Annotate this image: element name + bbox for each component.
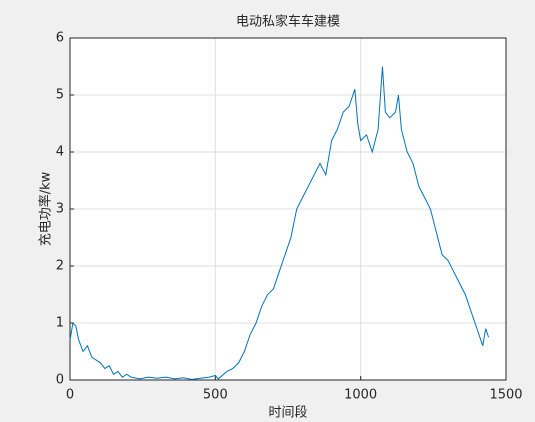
chart-title: 电动私家车车建模 <box>236 14 340 30</box>
x-tick-label: 0 <box>66 388 74 403</box>
x-tick-label: 1000 <box>344 388 377 403</box>
y-axis-label: 充电功率/kw <box>38 171 54 246</box>
axes-box <box>69 37 507 381</box>
y-tick-label: 4 <box>56 145 64 160</box>
y-tick-label: 1 <box>56 316 64 331</box>
x-axis-label: 时间段 <box>268 406 307 421</box>
y-tick-label: 2 <box>56 259 64 274</box>
data-line <box>69 66 490 380</box>
x-tick-label: 1500 <box>489 388 522 403</box>
y-tick-label: 3 <box>56 202 64 217</box>
y-tick-label: 6 <box>56 31 64 46</box>
y-tick-label: 0 <box>56 373 64 388</box>
y-tick-label: 5 <box>56 88 64 103</box>
x-tick-label: 500 <box>203 388 228 403</box>
